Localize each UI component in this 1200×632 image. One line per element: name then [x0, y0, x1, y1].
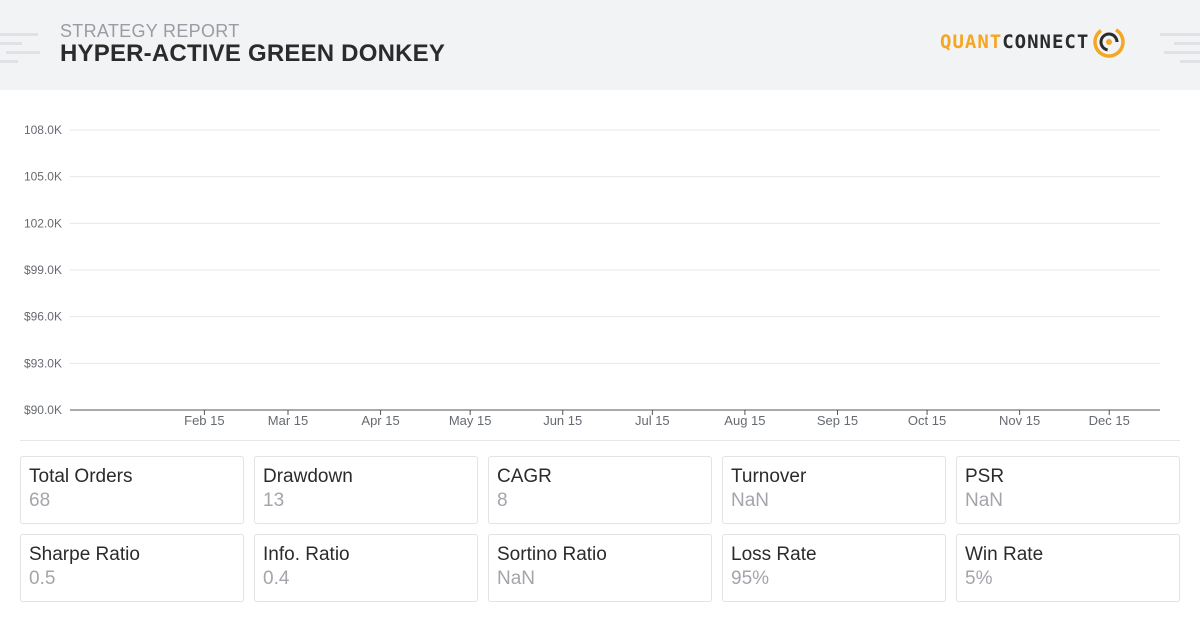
- x-tick-label: Oct 15: [908, 413, 946, 428]
- stat-card-drawdown: Drawdown 13: [254, 456, 478, 524]
- stat-value: NaN: [731, 490, 770, 511]
- stat-label: PSR: [965, 466, 1005, 487]
- stat-value: 0.4: [263, 568, 290, 589]
- stat-label: CAGR: [497, 466, 552, 487]
- stat-label: Sharpe Ratio: [29, 544, 140, 565]
- stat-value: NaN: [497, 568, 536, 589]
- y-axis-ticks: $90.0K $93.0K $96.0K $99.0K 102.0K 105.0K 108.…: [24, 123, 62, 417]
- stat-card-cagr: CAGR 8: [488, 456, 712, 524]
- decor-line: [0, 42, 22, 45]
- y-tick-label: 102.0K: [24, 216, 62, 230]
- stat-card-sortino-ratio: Sortino Ratio NaN: [488, 534, 712, 602]
- y-tick-label: $93.0K: [24, 356, 62, 370]
- x-tick-label: Sep 15: [817, 413, 858, 428]
- strategy-title: HYPER-ACTIVE GREEN DONKEY: [60, 40, 446, 67]
- stat-value: 8: [497, 490, 508, 511]
- stat-card-info-ratio: Info. Ratio 0.4: [254, 534, 478, 602]
- decor-line: [0, 33, 38, 36]
- stat-value: 68: [29, 490, 51, 511]
- report-subtitle: STRATEGY REPORT: [60, 21, 240, 41]
- stats-grid: Total Orders 68 Drawdown 13 CAGR 8 Turno…: [20, 456, 1180, 602]
- decor-line: [1174, 42, 1200, 45]
- decor-line: [1160, 33, 1200, 36]
- decor-line: [6, 51, 40, 54]
- decor-line: [1180, 60, 1200, 63]
- stat-label: Info. Ratio: [263, 544, 350, 565]
- x-tick-label: May 15: [449, 413, 492, 428]
- y-tick-label: 105.0K: [24, 170, 62, 184]
- stat-card-sharpe-ratio: Sharpe Ratio 0.5: [20, 534, 244, 602]
- stat-value: NaN: [965, 490, 1004, 511]
- stat-label: Turnover: [731, 466, 807, 487]
- x-tick-label: Dec 15: [1089, 413, 1130, 428]
- y-tick-label: $96.0K: [24, 310, 62, 324]
- chart-grid: [70, 129, 1160, 411]
- stat-card-total-orders: Total Orders 68: [20, 456, 244, 524]
- y-tick-label: $99.0K: [24, 263, 62, 277]
- x-tick-label: Feb 15: [184, 413, 224, 428]
- stat-value: 13: [263, 490, 285, 511]
- quantconnect-logo: QUANT CONNECT: [940, 24, 1126, 60]
- x-tick-label: Jul 15: [635, 413, 670, 428]
- stat-value: 5%: [965, 568, 993, 589]
- stat-label: Win Rate: [965, 544, 1044, 565]
- x-tick-label: Mar 15: [268, 413, 308, 428]
- logo-text-connect: CONNECT: [1002, 31, 1090, 53]
- x-tick-label: Jun 15: [543, 413, 582, 428]
- stat-label: Total Orders: [29, 466, 133, 487]
- stat-card-turnover: Turnover NaN: [722, 456, 946, 524]
- quantconnect-logo-icon: [1093, 26, 1126, 58]
- x-axis-ticks: Feb 15 Mar 15 Apr 15 May 15 Jun 15 Jul 15 Aug …: [184, 410, 1130, 428]
- stat-label: Loss Rate: [731, 544, 817, 565]
- equity-chart: $90.0K $93.0K $96.0K $99.0K 102.0K 105.0K 108.…: [24, 123, 1160, 428]
- decor-line: [0, 60, 18, 63]
- x-tick-label: Apr 15: [361, 413, 399, 428]
- y-tick-label: 108.0K: [24, 123, 62, 137]
- stat-card-psr: PSR NaN: [956, 456, 1180, 524]
- logo-text-quant: QUANT: [940, 31, 1003, 53]
- x-tick-label: Nov 15: [999, 413, 1040, 428]
- x-tick-label: Aug 15: [724, 413, 765, 428]
- stat-card-loss-rate: Loss Rate 95%: [722, 534, 946, 602]
- decor-line: [1164, 51, 1200, 54]
- stat-card-win-rate: Win Rate 5%: [956, 534, 1180, 602]
- report-header: STRATEGY REPORT HYPER-ACTIVE GREEN DONKE…: [0, 0, 1200, 90]
- stat-label: Sortino Ratio: [497, 544, 607, 565]
- stat-label: Drawdown: [263, 466, 353, 487]
- section-divider: [20, 440, 1180, 441]
- stat-value: 95%: [731, 568, 770, 589]
- y-tick-label: $90.0K: [24, 403, 62, 417]
- stat-value: 0.5: [29, 568, 56, 589]
